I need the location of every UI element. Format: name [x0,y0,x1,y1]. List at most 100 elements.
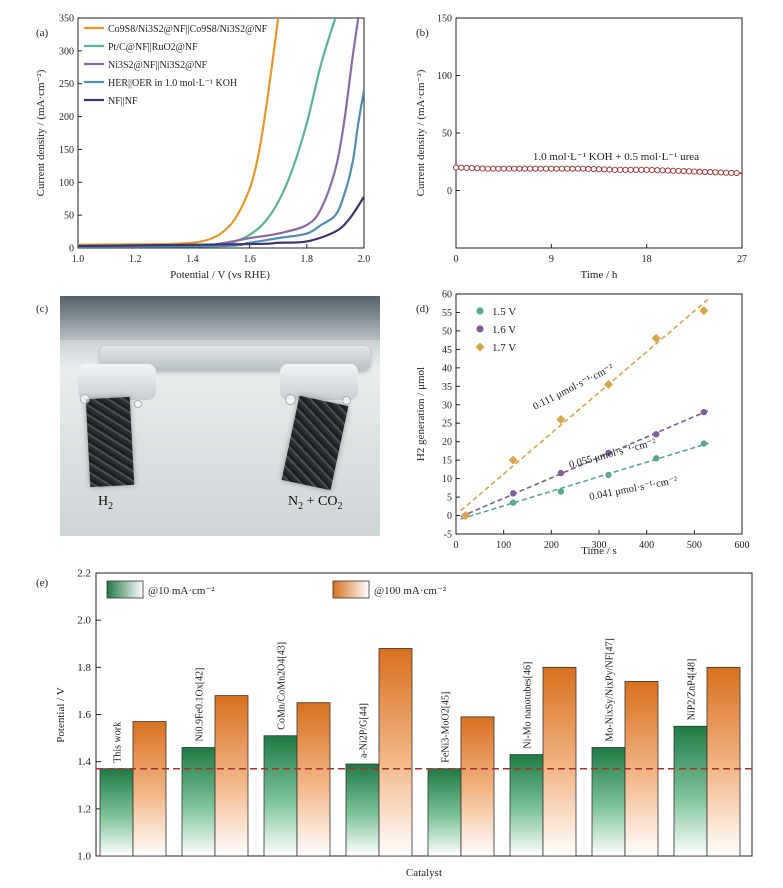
stability-marker [580,165,587,172]
legend-label-a-1: Co9S8/Ni3S2@NF||Co9S8/Ni3S2@NF [108,24,268,35]
stability-marker [585,165,592,172]
data-point-1-6v [700,408,708,416]
stability-marker [484,165,491,172]
x-tick-label: 600 [735,540,750,551]
cathode-gas-label: H2 [98,494,114,512]
stability-marker [717,169,724,176]
bar-10ma [509,754,544,857]
panel-d: (d) 0 100 200 300 400 500 600-5051015202530354… [415,290,750,558]
stability-marker [601,166,608,173]
y-tick-label: 15 [442,456,452,467]
bar-10ma [263,735,298,857]
gas-bubble [285,394,296,405]
stability-marker [458,164,465,171]
data-point-1-5v [700,440,708,447]
gas-bubble [80,394,90,404]
y-tick-label: 0 [447,511,452,522]
stability-marker [659,167,666,174]
stability-marker [696,168,703,175]
y-tick-label: 30 [442,400,452,411]
anode-gas-label: N2 + CO2 [288,494,343,512]
y-tick-label: 25 [442,419,452,430]
y-tick-label: 55 [442,308,452,319]
panel-d-xlabel: Time / s [581,545,617,557]
category-label: This work [113,722,124,763]
stability-marker [564,165,571,172]
left-holder-knob [78,364,156,400]
y-tick-label: 50 [64,211,74,222]
stability-marker [500,165,507,172]
stability-marker [622,166,629,173]
x-tick-label: 200 [544,540,559,551]
x-tick-label: 100 [496,540,511,551]
legend-label-a-5: NF||NF [108,96,138,107]
x-tick-label: 1.8 [301,254,314,265]
left-electrode [85,396,135,488]
data-point-1-7v [508,455,518,465]
y-tick-label: 1.8 [77,662,91,674]
data-point-1-7v [699,306,709,316]
panel-b-label: (b) [416,27,429,39]
data-point-1-6v [557,469,565,477]
cell-clamp [60,296,380,340]
category-label: CoMn/CoMn2O4[43] [277,642,288,730]
data-point-1-7v [651,333,661,343]
stability-marker [712,169,719,176]
x-tick-label: 1.4 [186,254,199,265]
y-tick-label: 2.2 [77,568,91,580]
stability-marker [654,167,661,174]
stability-marker [733,170,740,177]
stability-marker [606,166,613,173]
category-label: NiP2/ZnP4[48] [687,659,698,721]
legend-label-d-2: 1.6 V [492,324,516,336]
x-tick-label: 500 [687,540,702,551]
stability-marker [728,169,735,176]
y-tick-label: -5 [444,530,452,541]
stability-marker [474,165,481,172]
y-tick-label: 50 [442,326,452,337]
panel-b-ylabel: Current density / (mA·cm⁻²) [415,69,427,196]
bar-100ma [706,666,741,857]
panel-d-label: (d) [416,303,429,315]
bar-100ma [214,695,249,857]
stability-marker [680,168,687,175]
stability-marker [664,167,671,174]
stability-marker [643,166,650,173]
stability-marker [511,165,518,172]
x-tick-label: 1.6 [243,254,256,265]
bar-10ma [99,768,134,857]
stability-marker [707,169,714,176]
data-point-1-5v [653,455,660,462]
stability-marker [617,166,624,173]
data-point-1-5v [605,471,612,479]
x-tick-label: 2.0 [358,254,371,265]
gas-bubble [342,396,351,405]
stability-marker [532,165,539,172]
data-point-1-5v [510,499,517,506]
bar-10ma [181,747,216,857]
series-line-a-4 [78,90,364,248]
y-tick-label: 300 [59,46,74,57]
data-point-1-7v [556,415,566,425]
y-tick-label: 5 [447,493,452,504]
stability-marker [452,164,460,171]
panel-e-label: (e) [36,577,49,589]
x-tick-label: 27 [737,254,747,265]
bar-10ma [591,747,626,857]
bar-10ma [427,768,462,857]
bar-100ma [460,716,495,857]
rate-label-1-7v: 0.111 μmol·s⁻¹·cm⁻² [531,363,615,413]
bar-100ma [296,702,331,857]
y-tick-label: 100 [437,71,452,82]
y-tick-label: 10 [442,474,452,485]
gas-bubble [134,400,142,408]
category-label: FeNi3-MoO2[45] [441,692,452,763]
stability-marker [542,165,550,172]
panel-b-frame [455,17,743,249]
legend-label-a-3: Ni3S2@NF||Ni3S2@NF [108,60,208,71]
y-tick-label: 1.6 [77,709,91,721]
stability-marker [723,169,730,176]
x-tick-label: 1.2 [129,254,142,265]
y-tick-label: 40 [442,363,452,374]
